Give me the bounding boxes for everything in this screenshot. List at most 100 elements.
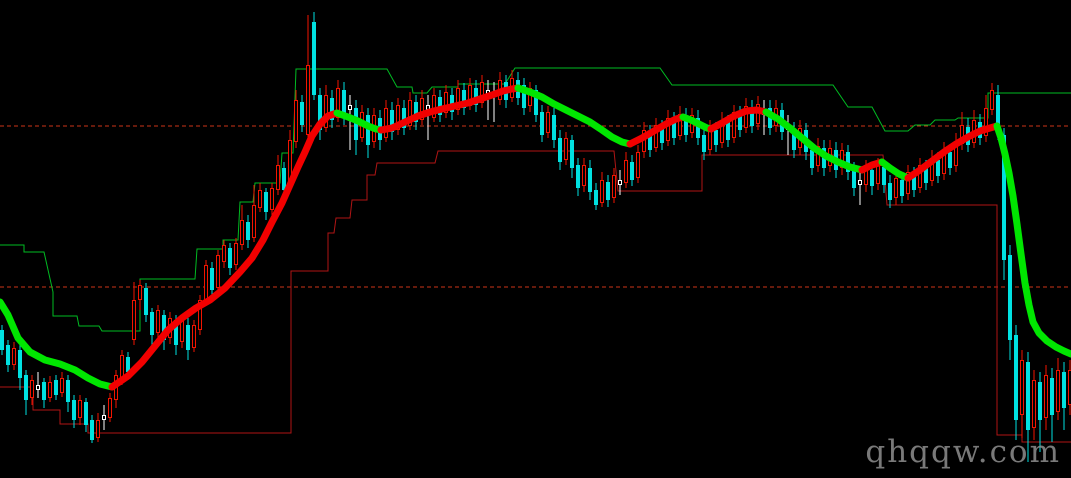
trend-ma-segment-bullish: [904, 122, 1001, 182]
candle: [858, 170, 862, 205]
candle: [24, 370, 28, 415]
candle: [144, 283, 148, 322]
candle: [1068, 360, 1071, 415]
candle: [420, 90, 424, 125]
candle: [312, 12, 316, 100]
candle-body: [666, 118, 670, 141]
candle-body: [18, 350, 22, 378]
candle: [1044, 365, 1048, 430]
candle-body: [936, 160, 940, 176]
candle-body: [570, 140, 574, 168]
candle-body: [636, 152, 640, 178]
candle-body: [12, 348, 16, 365]
candle: [678, 106, 682, 140]
candle: [492, 82, 496, 122]
candle-body: [858, 180, 862, 185]
candle-body: [534, 90, 538, 115]
candle: [630, 155, 634, 186]
candle: [600, 172, 604, 207]
candle: [252, 185, 256, 242]
candle-body: [648, 132, 652, 150]
trend-ma-segment-bearish: [333, 109, 385, 134]
candle: [786, 115, 790, 155]
candle: [6, 340, 10, 372]
candle: [474, 80, 478, 112]
candle-body: [1038, 382, 1042, 420]
candle: [444, 85, 448, 118]
candle-body: [660, 127, 664, 143]
candle-body: [1050, 378, 1054, 415]
candle-body: [684, 116, 688, 135]
candle: [522, 78, 526, 115]
candle: [102, 405, 106, 430]
candle-body: [330, 98, 334, 120]
candle-body: [174, 320, 178, 345]
candle: [1032, 370, 1036, 440]
candle: [918, 158, 922, 193]
candle-body: [222, 245, 226, 262]
candle: [528, 82, 532, 112]
candle: [888, 175, 892, 208]
candle-body: [918, 165, 922, 188]
candle-body: [186, 325, 190, 350]
candle-body: [1008, 255, 1012, 340]
candle-body: [744, 106, 748, 128]
candle: [1026, 352, 1030, 462]
candle-body: [624, 160, 628, 183]
candle-body: [42, 382, 46, 400]
candle-body: [894, 178, 898, 198]
candle: [432, 88, 436, 122]
candle: [324, 85, 328, 132]
candle-body: [432, 95, 436, 118]
candle: [426, 95, 430, 140]
candle-body: [540, 112, 544, 135]
candle: [546, 106, 550, 138]
candle-body: [726, 122, 730, 140]
candle-body: [132, 300, 136, 340]
candle-body: [900, 180, 904, 196]
channel-layer: [0, 67, 1071, 443]
candle: [954, 133, 958, 172]
candle-body: [1062, 372, 1066, 408]
candle-body: [420, 98, 424, 120]
candle: [906, 165, 910, 200]
candle: [36, 372, 40, 398]
candle: [234, 238, 238, 270]
trend-line-layer: [0, 84, 1071, 391]
candle-body: [948, 152, 952, 168]
candle-body: [192, 325, 196, 348]
candle-body: [66, 380, 70, 402]
candle: [198, 295, 202, 335]
candle: [666, 110, 670, 146]
candle: [390, 102, 394, 140]
candle: [744, 98, 748, 133]
candle-body: [156, 310, 160, 333]
candle-body: [546, 112, 550, 133]
candle: [1062, 362, 1066, 430]
candle: [408, 92, 412, 130]
candle-body: [870, 170, 874, 186]
candle: [222, 240, 226, 268]
candle: [750, 100, 754, 133]
candle-body: [474, 88, 478, 105]
candle-body: [390, 110, 394, 132]
trend-ma-segment-bearish: [878, 158, 912, 182]
candle-body: [60, 378, 64, 393]
candle-body: [1014, 335, 1018, 420]
candle-body: [876, 165, 880, 184]
trend-ma-segment-bullish: [626, 113, 687, 148]
candle-body: [342, 90, 346, 115]
candle: [480, 75, 484, 108]
candle: [228, 243, 232, 275]
candle-body: [840, 150, 844, 168]
candle-body: [738, 114, 742, 130]
candle-body: [264, 192, 268, 212]
lower-channel-line: [0, 150, 1071, 443]
upper-channel-line: [0, 67, 1071, 332]
candle-body: [210, 268, 214, 290]
candle-body: [702, 135, 706, 152]
candle-body: [144, 288, 148, 315]
candle: [612, 168, 616, 203]
trend-ma-segment-bullish: [108, 109, 341, 391]
